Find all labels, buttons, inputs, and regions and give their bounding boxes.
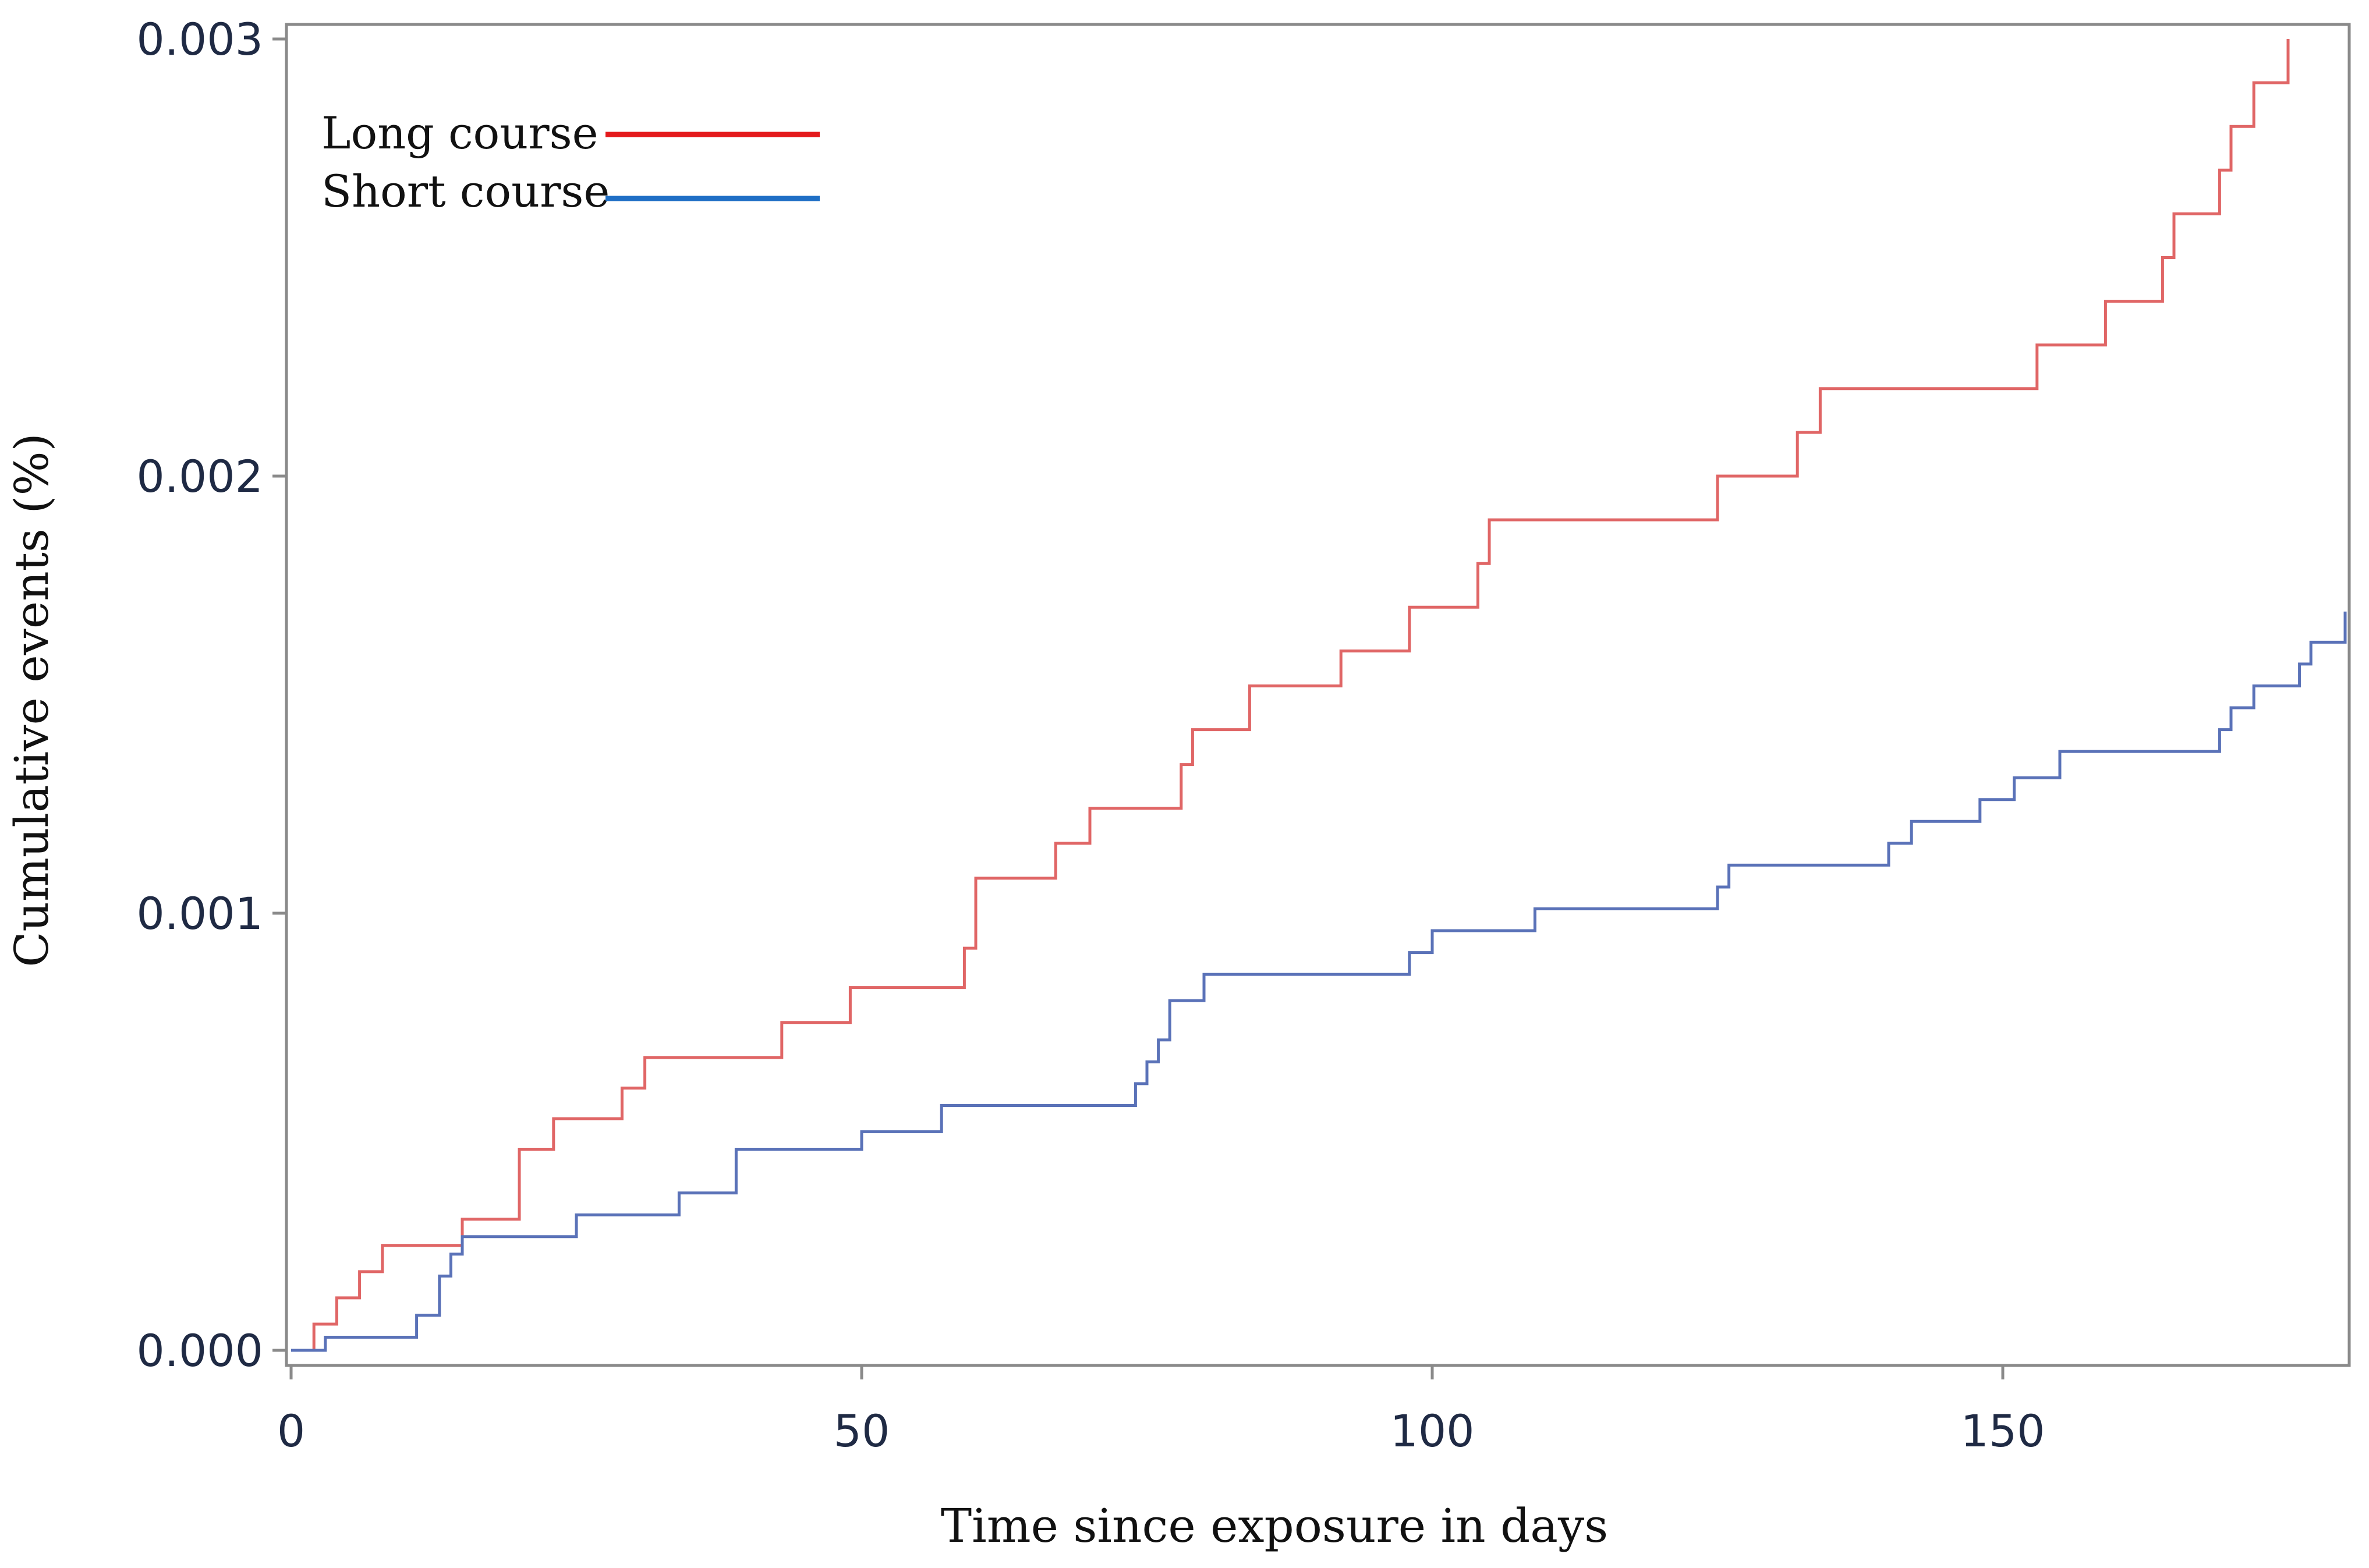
legend: Long course Short course (321, 107, 820, 217)
y-tick-label: 0.000 (136, 1325, 263, 1377)
axes: 0.000 0.001 0.002 0.003 0 50 100 150 (136, 13, 2351, 1457)
y-tick-label: 0.002 (136, 450, 263, 502)
series-layer (291, 39, 2347, 1352)
x-tick-label: 150 (1960, 1405, 2045, 1457)
x-tick-label: 100 (1390, 1405, 1474, 1457)
legend-label: Short course (321, 165, 610, 217)
x-tick-label: 0 (277, 1405, 305, 1457)
y-tick-label: 0.001 (136, 888, 263, 939)
legend-label: Long course (321, 107, 599, 159)
series-line-short-course (291, 611, 2347, 1352)
x-axis-title: Time since exposure in days (941, 1499, 1608, 1553)
y-axis-title: Cumulative events (%) (5, 433, 59, 967)
x-tick-label: 50 (834, 1405, 890, 1457)
y-tick-label: 0.003 (136, 13, 263, 65)
plot-frame (285, 23, 2351, 1367)
series-line-long-course (291, 39, 2290, 1352)
